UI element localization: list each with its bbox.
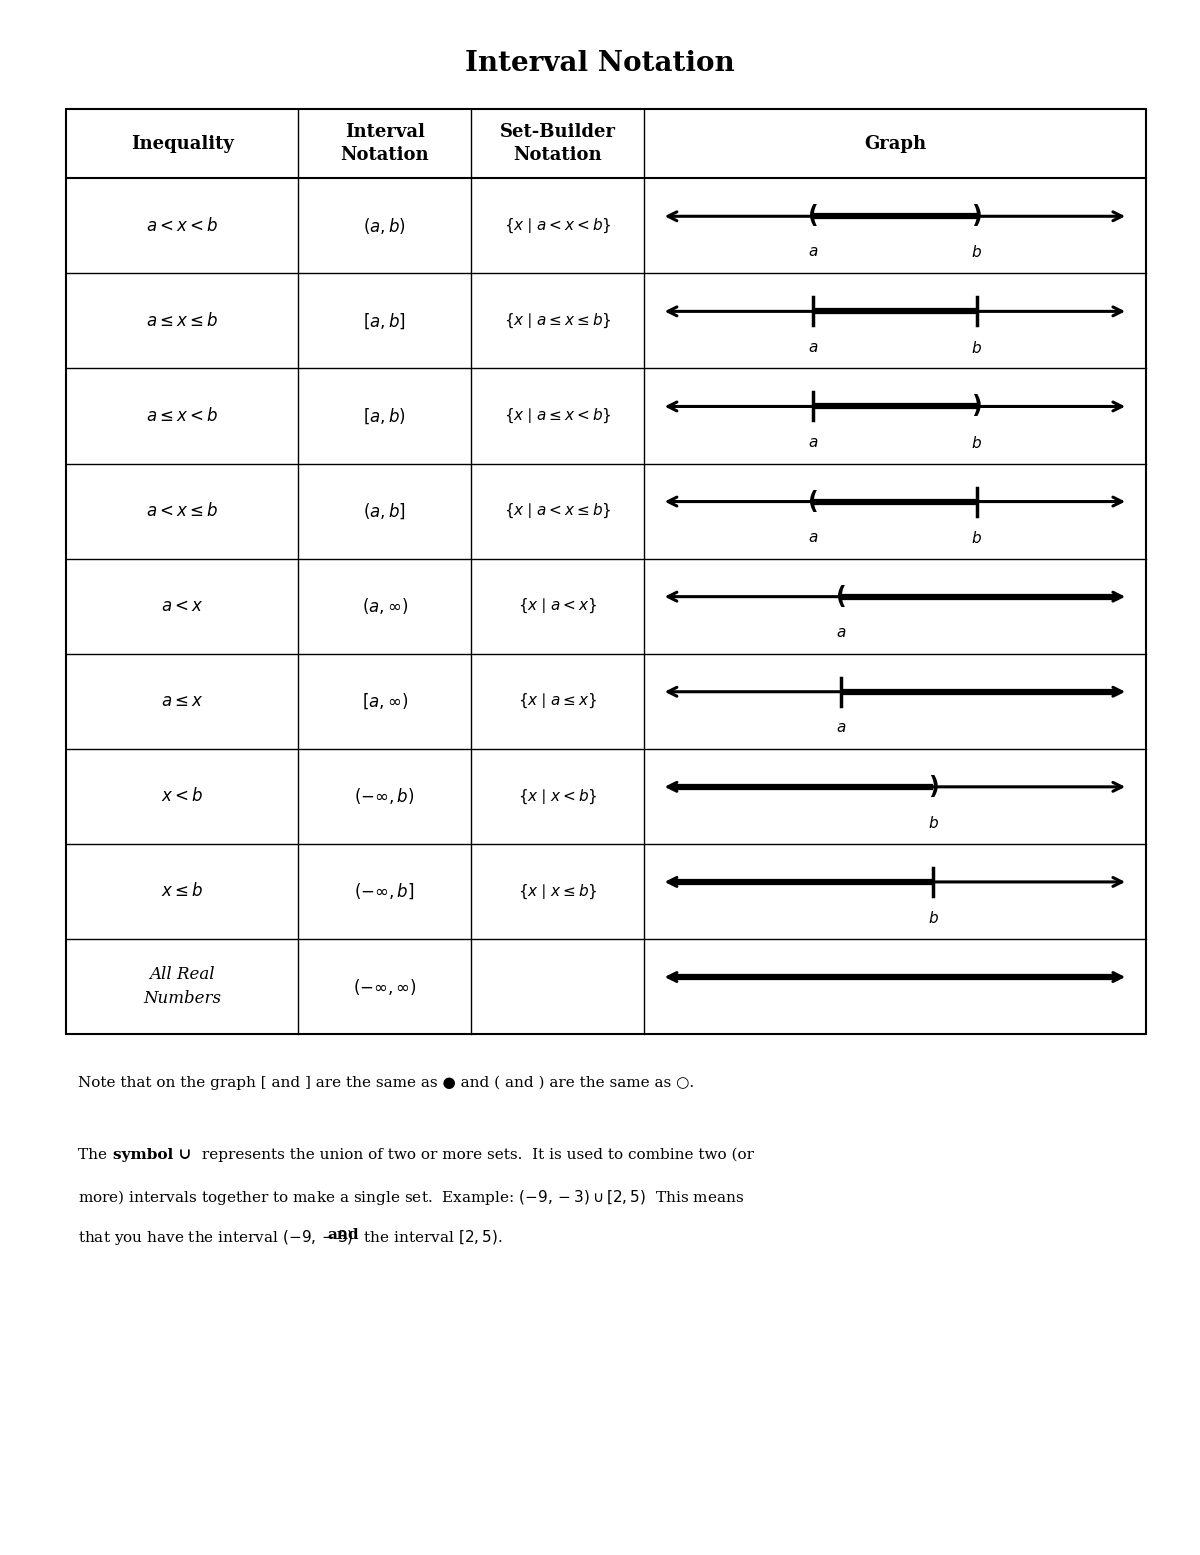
Text: $(a, b)$: $(a, b)$ [364, 216, 406, 236]
Text: that you have the interval $(-9, -3)$: that you have the interval $(-9, -3)$ [78, 1228, 355, 1247]
Text: $\{ x \mid x < b\}$: $\{ x \mid x < b\}$ [517, 787, 598, 805]
Text: $\{ x \mid a < x \}$: $\{ x \mid a < x \}$ [518, 597, 596, 616]
Text: ): ) [971, 204, 982, 229]
Text: $a \leq x < b$: $a \leq x < b$ [145, 407, 218, 425]
Text: $(-\infty, \infty)$: $(-\infty, \infty)$ [353, 977, 416, 997]
Text: $x < b$: $x < b$ [161, 787, 203, 805]
Text: Interval Notation: Interval Notation [466, 50, 734, 78]
Text: (: ( [835, 585, 846, 608]
Text: symbol ∪: symbol ∪ [113, 1148, 191, 1162]
Text: $a$: $a$ [808, 435, 818, 449]
Text: $a \leq x \leq b$: $a \leq x \leq b$ [145, 313, 218, 330]
Text: $a$: $a$ [808, 341, 818, 355]
Text: more) intervals together to make a single set.  Example: $(-9, -3)\cup[2, 5)$  T: more) intervals together to make a singl… [78, 1188, 744, 1207]
Text: $b$: $b$ [971, 530, 982, 546]
Text: $a$: $a$ [808, 530, 818, 544]
Text: (: ( [808, 204, 818, 229]
Text: $b$: $b$ [971, 434, 982, 451]
Text: $a$: $a$ [835, 722, 846, 736]
Text: ): ) [928, 774, 938, 799]
Text: $(-\infty, b]$: $(-\infty, b]$ [354, 882, 415, 902]
Text: Set-Builder
Notation: Set-Builder Notation [499, 123, 616, 165]
Text: $b$: $b$ [971, 339, 982, 356]
Text: $(a, \infty)$: $(a, \infty)$ [361, 596, 408, 616]
Text: $[a, \infty)$: $[a, \infty)$ [361, 692, 408, 711]
Text: $\{ x \mid a \leq x < b\}$: $\{ x \mid a \leq x < b\}$ [504, 407, 611, 425]
Text: $b$: $b$ [928, 815, 938, 830]
Text: $\{ x \mid a \leq x\}$: $\{ x \mid a \leq x\}$ [518, 692, 596, 711]
Text: $[a, b)$: $[a, b)$ [364, 406, 406, 426]
Text: All Real
Numbers: All Real Numbers [143, 966, 221, 1006]
Text: $a < x \leq b$: $a < x \leq b$ [145, 502, 218, 519]
Text: represents the union of two or more sets.  It is used to combine two (or: represents the union of two or more sets… [197, 1148, 754, 1162]
Text: $[a, b]$: $[a, b]$ [364, 311, 406, 331]
Text: $\{ x \mid a < x \leq b\}$: $\{ x \mid a < x \leq b\}$ [504, 502, 611, 521]
Text: $b$: $b$ [928, 910, 938, 927]
Text: $\{ x \mid x \leq b\}$: $\{ x \mid x \leq b\}$ [517, 882, 598, 900]
Text: $a$: $a$ [808, 246, 818, 260]
Text: $(a, b]$: $(a, b]$ [364, 501, 406, 521]
Text: ): ) [971, 395, 982, 418]
Text: $a < x$: $a < x$ [161, 597, 203, 614]
Text: $a$: $a$ [835, 625, 846, 639]
Text: $a \leq x$: $a \leq x$ [161, 692, 203, 709]
Text: Note that on the graph [ and ] are the same as ● and ( and ) are the same as ○.: Note that on the graph [ and ] are the s… [78, 1076, 694, 1090]
Text: $x \leq b$: $x \leq b$ [161, 882, 203, 900]
Text: and: and [328, 1228, 359, 1242]
Text: $a < x < b$: $a < x < b$ [145, 216, 218, 235]
Text: (: ( [808, 490, 818, 513]
Text: the interval $[2, 5)$.: the interval $[2, 5)$. [359, 1228, 503, 1247]
Text: Interval
Notation: Interval Notation [341, 123, 428, 165]
Text: $(-\infty, b)$: $(-\infty, b)$ [354, 787, 415, 807]
Text: Graph: Graph [864, 135, 926, 152]
Text: $\{ x \mid a < x < b\}$: $\{ x \mid a < x < b\}$ [504, 216, 611, 235]
Text: The: The [78, 1148, 112, 1162]
Bar [66, 109, 1146, 1034]
Text: $\{ x \mid a \leq x \leq b\}$: $\{ x \mid a \leq x \leq b\}$ [504, 311, 611, 330]
Text: $b$: $b$ [971, 244, 982, 260]
Text: Inequality: Inequality [131, 135, 234, 152]
